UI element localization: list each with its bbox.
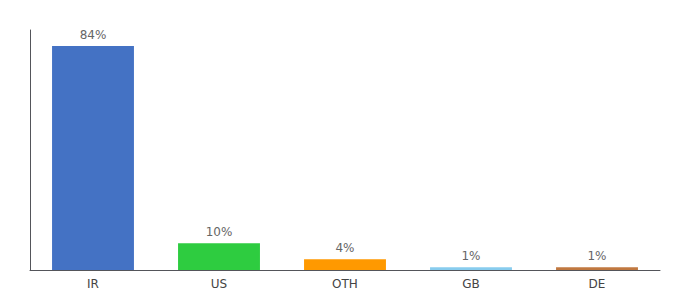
svg-text:4%: 4%	[335, 241, 354, 255]
svg-text:GB: GB	[462, 277, 480, 291]
svg-text:US: US	[211, 277, 227, 291]
svg-text:1%: 1%	[461, 249, 480, 263]
svg-text:IR: IR	[87, 277, 99, 291]
svg-text:1%: 1%	[587, 249, 606, 263]
svg-text:10%: 10%	[206, 225, 233, 239]
svg-text:OTH: OTH	[332, 277, 358, 291]
svg-text:84%: 84%	[80, 28, 107, 42]
svg-text:DE: DE	[589, 277, 606, 291]
